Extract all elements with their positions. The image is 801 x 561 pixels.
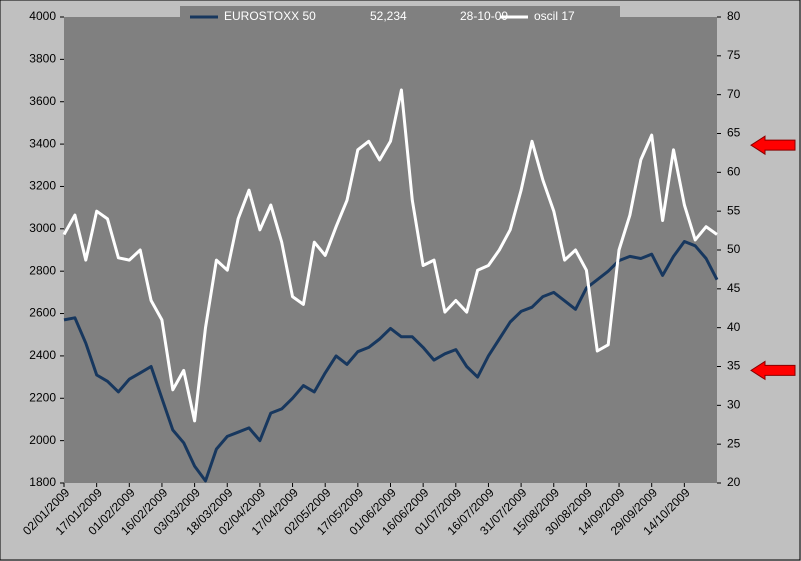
y-tick-label: 4000 xyxy=(29,9,56,23)
y-tick-label: 3200 xyxy=(29,179,56,193)
y-tick-label: 2000 xyxy=(29,433,56,447)
legend-label: oscil 17 xyxy=(534,9,575,23)
legend-label: EUROSTOXX 50 xyxy=(224,9,316,23)
y-tick-label: 3400 xyxy=(29,136,56,150)
legend-info: 52,234 xyxy=(370,9,407,23)
legend-box xyxy=(180,6,620,28)
arrow xyxy=(750,360,796,381)
arrow xyxy=(750,135,796,156)
legend-info: 28-10-09 xyxy=(460,9,508,23)
y-tick-label: 2800 xyxy=(29,263,56,277)
data-line xyxy=(63,240,719,483)
data-line xyxy=(62,88,718,423)
y-tick-label: 2400 xyxy=(29,348,56,362)
y2-tick-label: 40 xyxy=(727,320,741,334)
y2-tick-label: 55 xyxy=(727,203,741,217)
y-tick-label: 2200 xyxy=(29,390,56,404)
y2-tick-label: 75 xyxy=(727,48,741,62)
y2-tick-label: 30 xyxy=(727,398,741,412)
y2-tick-label: 25 xyxy=(727,436,741,450)
y-tick-label: 2600 xyxy=(29,306,56,320)
y2-tick-label: 50 xyxy=(727,242,741,256)
y2-tick-label: 65 xyxy=(727,126,741,140)
y2-tick-label: 60 xyxy=(727,165,741,179)
y-tick-label: 3800 xyxy=(29,52,56,66)
plot-area xyxy=(64,17,717,483)
y-tick-label: 3600 xyxy=(29,94,56,108)
y2-tick-label: 45 xyxy=(727,281,741,295)
y-tick-label: 1800 xyxy=(29,475,56,489)
y2-tick-label: 70 xyxy=(727,87,741,101)
y2-tick-label: 35 xyxy=(727,359,741,373)
y2-tick-label: 80 xyxy=(727,9,741,23)
y-tick-label: 3000 xyxy=(29,221,56,235)
y2-tick-label: 20 xyxy=(727,475,741,489)
